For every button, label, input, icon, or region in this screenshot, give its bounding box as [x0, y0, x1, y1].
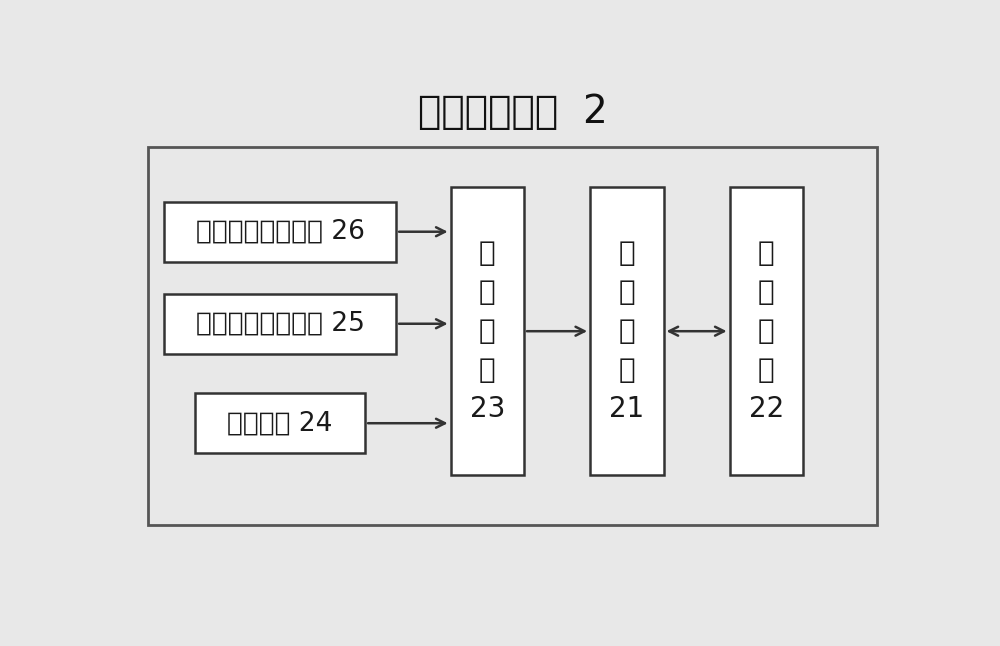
FancyBboxPatch shape	[730, 187, 803, 475]
FancyBboxPatch shape	[164, 202, 396, 262]
FancyBboxPatch shape	[148, 147, 877, 525]
FancyBboxPatch shape	[195, 393, 365, 453]
Text: 传感单元 24: 传感单元 24	[227, 410, 333, 436]
FancyBboxPatch shape	[450, 187, 524, 475]
Text: 对
比
模
块
21: 对 比 模 块 21	[609, 239, 644, 423]
Text: 阈
值
模
块
22: 阈 值 模 块 22	[749, 239, 784, 423]
Text: 气囊状态监测模块 26: 气囊状态监测模块 26	[196, 219, 364, 245]
FancyBboxPatch shape	[164, 294, 396, 353]
FancyBboxPatch shape	[590, 187, 664, 475]
Text: 危险驾驶监测模块 25: 危险驾驶监测模块 25	[196, 311, 364, 337]
Text: 采
集
模
块
23: 采 集 模 块 23	[470, 239, 505, 423]
Text: 驾驶监测单元  2: 驾驶监测单元 2	[418, 93, 607, 131]
